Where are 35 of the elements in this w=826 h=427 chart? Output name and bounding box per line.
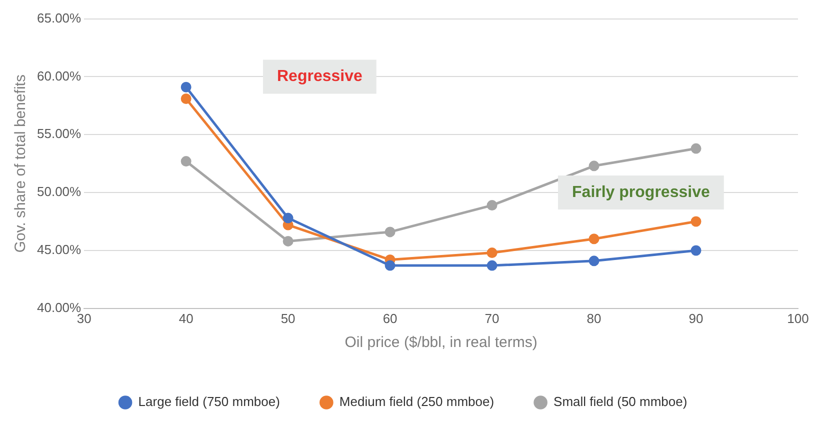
y-tick-label: 65.00% — [36, 10, 82, 26]
point — [588, 256, 600, 266]
x-tick-label: 100 — [787, 310, 809, 326]
x-axis-title: Oil price ($/bbl, in real terms) — [344, 334, 538, 352]
point — [180, 156, 192, 167]
point — [486, 248, 498, 258]
point — [486, 200, 498, 211]
point — [690, 216, 702, 227]
annotation: Regressive — [276, 68, 362, 86]
point — [282, 236, 294, 246]
point — [282, 212, 294, 224]
x-tick-label: 50 — [280, 310, 296, 326]
legend-label: Large field (750 mmboe) — [138, 394, 280, 410]
point — [384, 260, 396, 271]
point — [690, 143, 702, 154]
x-tick-label: 60 — [382, 310, 398, 326]
x-tick-label: 40 — [178, 310, 194, 326]
legend-label: Medium field (250 mmboe) — [339, 394, 494, 410]
y-tick-label: 50.00% — [36, 184, 82, 200]
x-tick-label: 70 — [484, 310, 500, 326]
y-tick-label: 45.00% — [36, 242, 82, 258]
point — [384, 226, 396, 238]
point — [180, 82, 192, 92]
annotation: Fairly progressive — [572, 184, 710, 201]
point — [690, 245, 702, 256]
y-tick-label: 60.00% — [36, 68, 82, 84]
legend-label: Small field (50 mmboe) — [554, 394, 688, 410]
point — [588, 160, 600, 172]
x-tick-label: 90 — [688, 310, 704, 326]
y-axis-title: Gov. share of total benefits — [12, 74, 30, 253]
y-tick-label: 55.00% — [36, 126, 82, 142]
point — [588, 234, 600, 244]
point — [180, 93, 192, 104]
x-tick-label: 80 — [586, 310, 602, 326]
point — [486, 260, 498, 271]
